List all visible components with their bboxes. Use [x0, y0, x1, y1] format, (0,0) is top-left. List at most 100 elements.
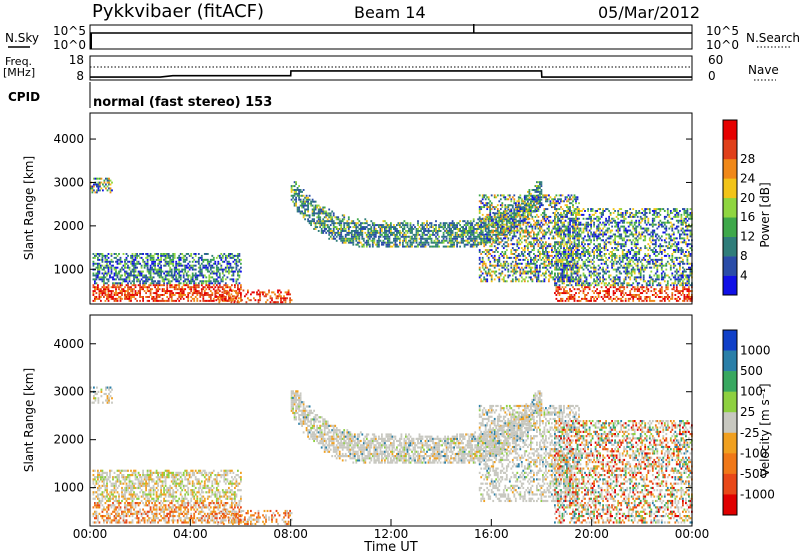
power-cell [510, 215, 513, 218]
power-cell [578, 229, 580, 232]
power-cell [456, 241, 458, 244]
power-cell [92, 284, 95, 287]
power-cell [513, 264, 516, 267]
power-cell [350, 231, 353, 234]
power-cell [480, 206, 483, 209]
power-cell [202, 274, 205, 277]
power-cell [109, 187, 112, 190]
power-cell [358, 235, 361, 238]
power-cell [337, 218, 340, 221]
power-cell [516, 231, 519, 234]
power-cell [218, 296, 221, 298]
power-cell [523, 214, 526, 217]
power-cell [564, 241, 567, 244]
power-cell [576, 227, 579, 230]
power-cell [139, 296, 141, 298]
power-cell [543, 258, 546, 261]
power-cell [533, 219, 535, 222]
power-cell [594, 296, 597, 298]
power-cell [555, 297, 558, 300]
power-cell [193, 268, 196, 271]
power-cell [548, 219, 550, 222]
power-cell [106, 294, 108, 296]
power-cell [486, 213, 489, 216]
power-cell [525, 202, 528, 205]
power-cell [205, 294, 208, 296]
power-cell [316, 206, 319, 209]
power-cell [543, 262, 546, 265]
power-cell [229, 264, 232, 267]
power-cell [199, 296, 202, 298]
power-cell [505, 241, 508, 244]
power-cell [534, 206, 537, 209]
power-cell [199, 268, 202, 271]
power-cell [557, 200, 559, 203]
power-cell [575, 223, 577, 226]
power-cell [221, 256, 224, 259]
power-cell [108, 177, 110, 180]
power-cell [540, 262, 543, 265]
power-cell [346, 233, 349, 236]
power-cell [594, 274, 597, 277]
power-cell [499, 224, 502, 227]
power-cell [585, 225, 588, 228]
power-cell [352, 241, 355, 244]
power-cell [498, 217, 501, 220]
power-cell [469, 233, 472, 236]
power-cell [591, 262, 594, 265]
power-cell [113, 284, 116, 287]
power-cell [423, 243, 425, 246]
power-cell [566, 272, 568, 275]
power-cell [539, 202, 541, 205]
power-cell [587, 217, 589, 220]
power-cell [173, 274, 176, 277]
power-cell [344, 235, 347, 238]
power-cell [214, 292, 217, 295]
power-cell [143, 286, 146, 289]
power-cell [587, 284, 589, 287]
power-cell [516, 239, 519, 242]
power-cell [533, 202, 535, 205]
power-cell [511, 212, 514, 215]
power-cell [578, 231, 580, 234]
power-cell [203, 292, 206, 295]
power-cell [564, 276, 567, 279]
power-cell [527, 215, 529, 218]
power-cell [579, 245, 582, 248]
power-cell [591, 266, 594, 269]
power-cell [173, 254, 176, 257]
power-cell [487, 229, 490, 232]
power-cell [522, 268, 525, 271]
power-cell [490, 218, 493, 221]
power-cell [507, 221, 510, 224]
power-cell [504, 213, 507, 216]
power-cell [498, 224, 501, 227]
power-cell [546, 227, 549, 230]
power-cell [103, 296, 105, 298]
power-cell [495, 221, 498, 224]
power-cell [481, 198, 484, 201]
power-cell [554, 212, 556, 214]
power-cell [528, 202, 531, 205]
power-cell [499, 214, 502, 217]
power-cell [98, 270, 101, 273]
power-cell [582, 280, 585, 283]
power-cell [170, 272, 173, 275]
power-cell [106, 258, 108, 261]
power-cell [314, 222, 317, 225]
power-cell [567, 200, 570, 203]
power-cell [588, 223, 591, 226]
power-cell [480, 241, 483, 244]
power-cell [527, 229, 529, 232]
power-cell [545, 221, 547, 224]
power-cell [200, 262, 203, 265]
power-cell [106, 286, 108, 289]
power-cell [220, 286, 223, 289]
power-cell [433, 239, 436, 242]
power-cell [226, 276, 229, 279]
power-cell [110, 258, 113, 261]
power-cell [558, 208, 561, 211]
power-cell [190, 296, 193, 298]
power-cell [502, 194, 505, 197]
power-cell [134, 292, 137, 295]
